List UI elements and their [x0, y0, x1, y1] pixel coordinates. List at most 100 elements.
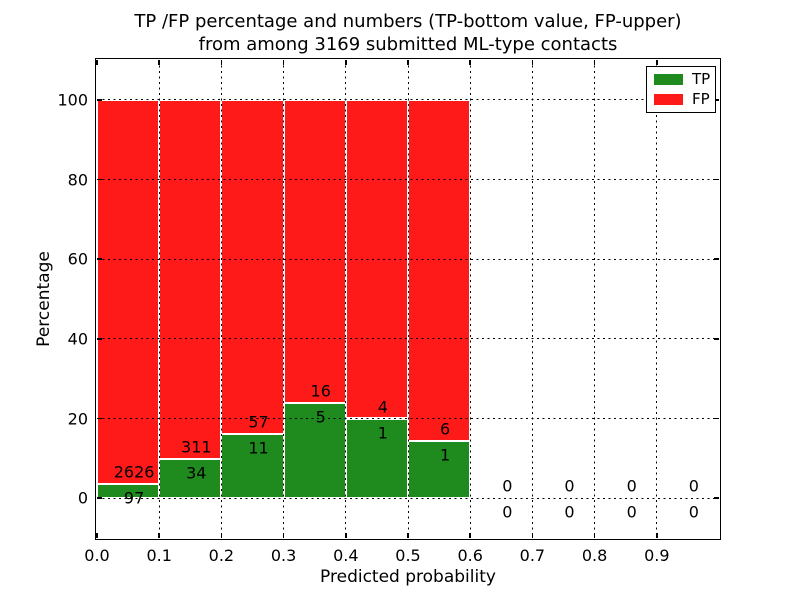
vgridline	[656, 60, 658, 538]
legend-row-fp: FP	[654, 92, 715, 107]
x-axis-tick	[220, 533, 223, 538]
tp-count-label: 1	[377, 423, 388, 442]
x-axis-tick	[469, 533, 471, 538]
plot-area: 2626 97 311 34 57 11 16 5 4 1 6 1 0 0 0 0 0 0 0 0	[95, 58, 721, 540]
x-tick-label: 0.6	[457, 546, 483, 565]
y-tick-label: 20	[67, 409, 88, 428]
chart-title-line1: TP /FP percentage and numbers (TP-bottom…	[134, 11, 682, 32]
x-axis-tick	[96, 533, 98, 538]
x-axis-tick	[158, 533, 160, 538]
y-tick-label: 60	[67, 249, 88, 269]
vgridline	[220, 60, 222, 538]
chart-title: TP /FP percentage and numbers (TP-bottom…	[134, 10, 681, 56]
x-tick-label: 0.3	[270, 546, 297, 565]
y-axis-tick-right	[714, 258, 719, 260]
tp-bar-segment	[345, 418, 408, 499]
legend: TP FP	[646, 66, 716, 113]
x-axis-tick-top	[345, 60, 347, 65]
x-axis-tick-top	[220, 60, 223, 65]
x-tick-label: 0.8	[581, 546, 608, 565]
legend-swatch-tp	[654, 74, 683, 85]
y-axis-tick	[97, 178, 102, 181]
x-axis-tick	[345, 533, 347, 538]
fp-bar-segment	[97, 99, 160, 484]
fp-bar-segment	[159, 99, 222, 459]
tp-bar-segment	[159, 458, 222, 499]
fp-bar-segment	[221, 99, 284, 434]
tp-count-label: 0	[564, 502, 575, 522]
fp-count-label: 2626	[113, 462, 155, 482]
tp-bar-segment	[408, 441, 471, 499]
fp-count-label: 6	[440, 419, 451, 439]
x-axis-tick-top	[282, 60, 285, 65]
tp-bar-segment	[221, 433, 284, 499]
fp-count-label: 0	[626, 476, 637, 496]
y-axis-tick	[97, 338, 102, 340]
x-axis-tick-top	[158, 60, 160, 65]
fp-count-label: 311	[181, 437, 212, 457]
x-axis-tick	[656, 533, 658, 538]
x-tick-label: 0.0	[84, 546, 110, 565]
y-axis-tick	[97, 497, 102, 499]
tp-count-label: 0	[502, 502, 513, 522]
x-tick-label: 0.1	[146, 546, 172, 565]
x-tick-label: 0.9	[644, 546, 670, 565]
x-axis-tick-top	[96, 60, 98, 65]
y-axis-tick-right	[714, 417, 719, 420]
y-axis-tick-right	[714, 178, 719, 181]
y-tick-label: 80	[67, 170, 88, 189]
tp-bar-segment	[97, 483, 160, 499]
vgridline	[469, 60, 471, 538]
fp-bar-segment	[408, 99, 471, 442]
y-axis-tick	[97, 417, 102, 420]
chart-title-line2: from among 3169 submitted ML-type contac…	[198, 34, 618, 55]
fp-count-label: 0	[502, 476, 513, 496]
y-tick-label: 100	[57, 90, 88, 110]
legend-swatch-fp	[654, 94, 683, 105]
x-tick-label: 0.4	[333, 546, 359, 565]
vgridline	[407, 60, 409, 538]
y-axis-tick-right	[714, 99, 719, 101]
x-axis-tick-top	[593, 60, 596, 65]
tp-count-label: 11	[248, 438, 269, 458]
x-axis-tick-top	[531, 60, 534, 65]
x-axis-tick-top	[469, 60, 471, 65]
y-axis-tick	[97, 258, 102, 260]
fp-bar-segment	[283, 99, 346, 404]
y-axis-tick-right	[714, 338, 719, 340]
legend-label-tp: TP	[692, 70, 711, 88]
fp-count-label: 16	[310, 381, 331, 401]
fp-count-label: 0	[688, 476, 699, 496]
tp-count-label: 0	[688, 502, 699, 522]
tp-count-label: 0	[626, 502, 637, 522]
x-axis-tick	[407, 533, 409, 538]
y-tick-label: 40	[67, 329, 88, 349]
tp-count-label: 97	[123, 488, 145, 508]
vgridline	[594, 60, 596, 538]
y-tick-label: 0	[77, 488, 88, 508]
fp-count-label: 0	[564, 476, 575, 496]
y-axis-tick-right	[714, 497, 719, 499]
vgridline	[345, 60, 347, 538]
x-axis-tick	[282, 533, 285, 538]
x-axis-label: Predicted probability	[320, 567, 496, 587]
fp-count-label: 4	[377, 397, 388, 416]
vgridline	[158, 60, 160, 538]
tp-count-label: 5	[315, 407, 326, 427]
x-axis-tick	[593, 533, 596, 538]
x-axis-tick-top	[407, 60, 409, 65]
fp-count-label: 57	[248, 412, 269, 432]
x-tick-label: 0.2	[208, 546, 235, 565]
tp-bar-segment	[283, 403, 346, 499]
legend-label-fp: FP	[692, 90, 710, 108]
vgridline	[531, 60, 533, 538]
tp-count-label: 34	[186, 463, 207, 483]
y-axis-tick	[97, 99, 102, 101]
x-axis-tick-top	[656, 60, 658, 65]
x-tick-label: 0.5	[395, 546, 421, 565]
x-tick-label: 0.7	[519, 546, 546, 565]
legend-row-tp: TP	[654, 72, 715, 87]
tp-count-label: 1	[440, 445, 451, 465]
vgridline	[283, 60, 285, 538]
